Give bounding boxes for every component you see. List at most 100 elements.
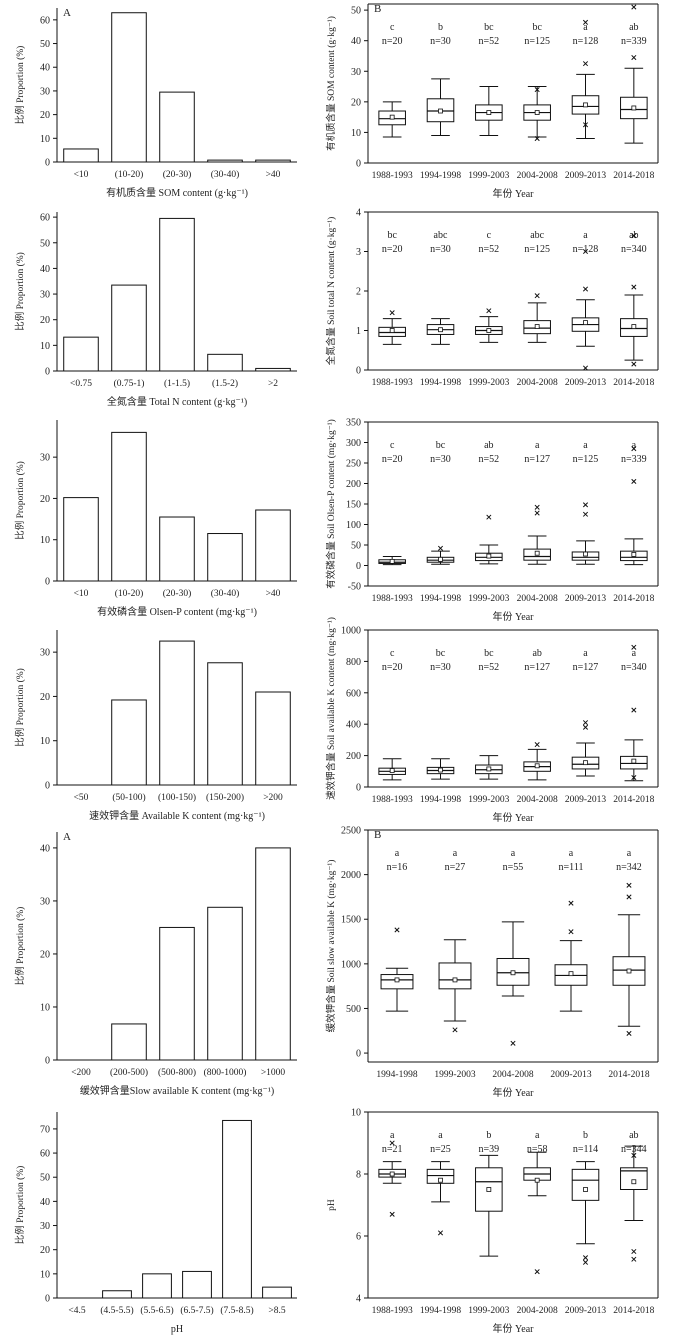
panel-6-outlier-marker — [631, 446, 637, 452]
panel-12-outlier-stroke — [631, 1248, 637, 1255]
panel-7-category-label: >200 — [263, 793, 283, 803]
panel-10-category-label: 1999-2003 — [434, 1070, 475, 1080]
panel-2-outlier-marker — [534, 87, 540, 93]
panel-3-bar — [207, 353, 243, 372]
panel-3-y-tick-label: 50 — [40, 238, 50, 249]
panel-11-bar — [182, 1270, 212, 1299]
panel-6-mean-marker — [438, 556, 443, 562]
panel-1-y-tick-label: 30 — [40, 86, 50, 97]
panel-5-y-tick-label: 20 — [40, 494, 50, 505]
panel-5-category-label: >40 — [266, 589, 281, 599]
panel-10-y-tick-label: 0 — [356, 1049, 361, 1060]
panel-12-significance-letter: a — [438, 1130, 443, 1141]
panel-4-y-tick-label: 4 — [356, 208, 361, 219]
panel-10-outlier-stroke — [626, 894, 632, 900]
panel-2-mean-marker — [486, 110, 492, 115]
panel-2-y-tick-label: 40 — [351, 36, 361, 47]
panel-2-mean-marker — [534, 110, 540, 115]
panel-12-outlier-stroke — [389, 1211, 395, 1217]
panel-1-y-tick-label: 40 — [40, 63, 50, 74]
panel-4-outlier-stroke — [631, 284, 637, 290]
panel-10-significance-letter: a — [511, 848, 516, 859]
panel-5-category-label: (30-40) — [211, 588, 240, 599]
panel-4-category-label: 2009-2013 — [565, 378, 606, 388]
panel-4-y-tick-label: 3 — [356, 247, 361, 258]
panel-8-outlier-marker — [631, 775, 637, 781]
panel-8-outlier-marker — [631, 707, 637, 713]
panel-3-bar — [255, 367, 291, 372]
panel-6-sample-count: n=30 — [430, 454, 451, 465]
panel-5-category-label: (20-30) — [163, 588, 192, 599]
panel-6-outlier-marker — [582, 511, 589, 517]
panel-2-outlier-marker — [631, 54, 637, 61]
panel-7-bar — [111, 699, 147, 786]
panel-10-outlier-stroke — [394, 927, 400, 933]
panel-4-significance-letter: a — [583, 230, 588, 241]
panel-4-outlier-stroke — [534, 293, 540, 299]
panel-10-category-label: 2009-2013 — [550, 1070, 591, 1080]
panel-11-y-tick-label: 30 — [40, 1221, 50, 1232]
panel-4-y-tick-label: 0 — [356, 366, 361, 377]
panel-6-mean-marker — [583, 551, 588, 557]
panel-12-outlier-marker — [631, 1256, 637, 1262]
panel-4-significance-letter: abc — [434, 230, 448, 241]
panel-4-outlier-marker — [631, 284, 637, 290]
panel-9-bar — [255, 847, 291, 1061]
panel-6-category-label: 1994-1998 — [420, 594, 461, 604]
panel-12-significance-letter: a — [390, 1130, 395, 1141]
panel-6-mean-marker — [631, 552, 637, 557]
panel-12-outlier-marker — [631, 1152, 637, 1158]
panel-5-y-tick-label: 10 — [40, 535, 50, 546]
panel-4-outlier-stroke — [582, 286, 589, 292]
panel-5-y-tick-label: 30 — [40, 453, 50, 464]
panel-12-outlier-marker — [389, 1140, 395, 1146]
panel-10-sample-count: n=342 — [616, 862, 642, 873]
panel-4-category-label: 1994-1998 — [420, 378, 461, 388]
panel-11-y-tick-label: 10 — [40, 1269, 50, 1280]
panel-11-y-label: 比例 Proportion (%) — [14, 1166, 26, 1245]
panel-9-y-tick-label: 10 — [40, 1002, 50, 1013]
panel-4-category-label: 2014-2018 — [613, 378, 654, 388]
panel-8-y-tick-label: 800 — [346, 657, 361, 668]
panel-11-category-label: (5.5-6.5) — [140, 1305, 173, 1316]
panel-3-y-tick-label: 60 — [40, 213, 50, 224]
panel-10-category-label: 2014-2018 — [608, 1070, 649, 1080]
panel-11-y-tick-label: 20 — [40, 1245, 50, 1256]
panel-3-category-label: (1-1.5) — [164, 378, 190, 389]
panel-11-y-tick-label: 70 — [40, 1124, 50, 1135]
panel-9-y-tick-label: 20 — [40, 949, 50, 960]
panel-6-sample-count: n=20 — [382, 454, 403, 465]
panel-7-y-tick-label: 20 — [40, 692, 50, 703]
panel-7-y-label: 比例 Proportion (%) — [14, 668, 26, 747]
panel-12-category-label: 2009-2013 — [565, 1306, 606, 1316]
panel-2-y-tick-label: 50 — [351, 6, 361, 17]
panel-2-outlier-marker — [582, 19, 589, 25]
panel-12-sample-count: n=25 — [430, 1144, 451, 1155]
panel-1-y-tick-label: 0 — [45, 158, 50, 169]
panel-2-outlier-stroke — [534, 135, 540, 142]
panel-1-bar — [63, 148, 99, 163]
panel-12-category-label: 2014-2018 — [613, 1306, 654, 1316]
panel-2-y-label: 有机质含量 SOM content (g·kg⁻¹) — [325, 16, 337, 151]
panel-6-outlier-marker — [437, 545, 444, 551]
panel-2-y-tick-label: 20 — [351, 97, 361, 108]
panel-12-box — [571, 1168, 600, 1201]
panel-2-panel-label: B — [374, 3, 381, 15]
panel-12-outlier-marker — [389, 1211, 395, 1217]
panel-12-x-label: 年份 Year — [493, 1322, 535, 1335]
panel-10-y-label: 缓效钾含量 Soil slow available K (mg·kg⁻¹) — [325, 860, 337, 1033]
panel-7-y-tick-label: 10 — [40, 736, 50, 747]
panel-12-category-label: 2004-2008 — [517, 1306, 558, 1316]
panel-11-y-tick-label: 50 — [40, 1173, 50, 1184]
panel-8-significance-letter: a — [583, 648, 588, 659]
panel-4-outlier-stroke — [631, 233, 637, 239]
panel-6-mean-marker — [389, 559, 395, 564]
panel-10-outlier-stroke — [452, 1027, 458, 1033]
panel-3-y-tick-label: 0 — [45, 367, 50, 378]
panel-6-sample-count: n=339 — [621, 454, 647, 465]
panel-12-outlier-marker — [582, 1255, 589, 1261]
panel-10-significance-letter: a — [569, 848, 574, 859]
panel-6-outlier-stroke — [582, 511, 589, 517]
panel-12-sample-count: n=39 — [479, 1144, 500, 1155]
